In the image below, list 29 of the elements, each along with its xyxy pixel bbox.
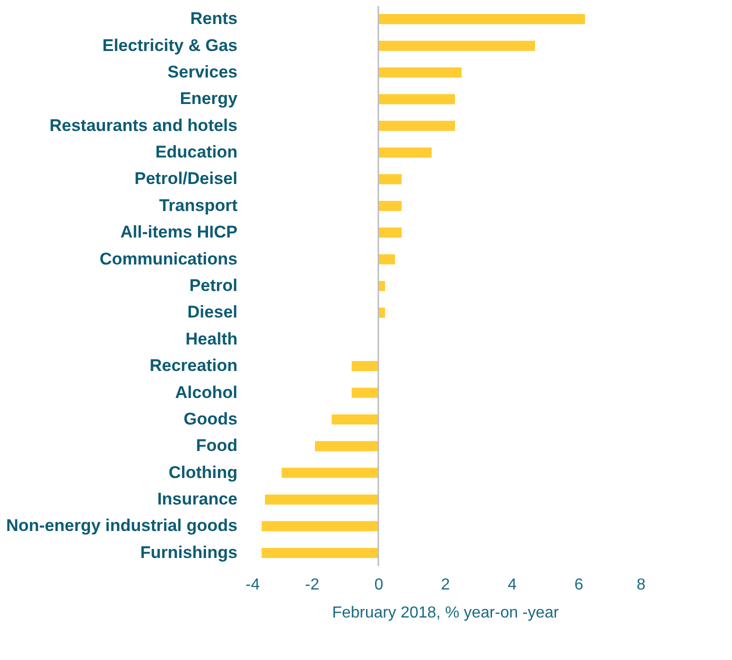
y-tick-label: Services bbox=[168, 62, 238, 82]
y-tick-label: Communications bbox=[100, 249, 238, 268]
y-tick-label: Rents bbox=[190, 9, 238, 28]
x-tick-label: 8 bbox=[636, 576, 646, 594]
y-tick-label: Furnishings bbox=[140, 542, 238, 562]
y-tick-label: Petrol bbox=[189, 276, 238, 295]
x-tick-label: -4 bbox=[246, 576, 260, 594]
y-tick-label: All-items HICP bbox=[120, 222, 238, 242]
y-tick-label: Goods bbox=[184, 409, 238, 428]
y-tick-label: Restaurants and hotels bbox=[50, 116, 238, 135]
y-tick-label: Recreation bbox=[150, 356, 238, 376]
y-tick-label: Clothing bbox=[168, 462, 238, 482]
y-tick-label: Diesel bbox=[187, 302, 238, 322]
x-tick-label: -2 bbox=[305, 576, 320, 594]
y-tick-label: Food bbox=[196, 436, 238, 456]
x-tick-label: 0 bbox=[374, 576, 384, 594]
x-tick-label: 6 bbox=[574, 576, 584, 594]
x-tick-label: 2 bbox=[441, 576, 450, 594]
y-tick-label: Energy bbox=[180, 89, 238, 108]
y-tick-label: Petrol/Deisel bbox=[134, 169, 238, 188]
x-axis-title: February 2018, % year-on -year bbox=[332, 604, 560, 622]
y-tick-label: Health bbox=[186, 329, 238, 348]
y-tick-label: Alcohol bbox=[175, 382, 238, 402]
y-tick-label: Electricity & Gas bbox=[102, 36, 238, 55]
y-tick-label: Education bbox=[155, 142, 238, 162]
y-tick-label: Transport bbox=[159, 196, 238, 215]
y-tick-label: Insurance bbox=[157, 490, 238, 509]
y-tick-label: Non-energy industrial goods bbox=[6, 516, 238, 536]
x-tick-label: 4 bbox=[508, 576, 517, 594]
